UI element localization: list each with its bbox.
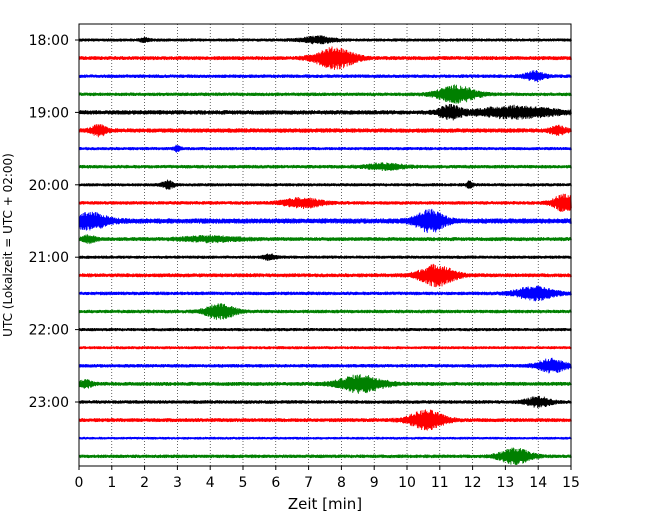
y-axis-ticks: 18:00 19:00 20:00 21:00 22:00 23:00 bbox=[29, 33, 79, 411]
x-tick-label: 11 bbox=[431, 475, 449, 491]
x-tick-label: 0 bbox=[75, 475, 84, 491]
x-tick-label: 5 bbox=[239, 475, 248, 491]
trace-2300 bbox=[78, 395, 572, 408]
x-tick-label: 4 bbox=[206, 475, 215, 491]
y-axis-label: UTC (Lokalzeit = UTC + 02:00) bbox=[1, 153, 15, 337]
trace-1815 bbox=[78, 46, 572, 70]
trace-2230 bbox=[78, 357, 572, 374]
trace-2015 bbox=[78, 193, 572, 212]
trace-1800 bbox=[78, 35, 572, 45]
trace-2345 bbox=[78, 447, 572, 465]
trace-1930 bbox=[78, 144, 572, 153]
trace-2000 bbox=[78, 179, 572, 190]
trace-1900 bbox=[78, 103, 572, 121]
trace-1845 bbox=[78, 84, 572, 104]
trace-2330 bbox=[78, 436, 572, 440]
y-tick-label: 22:00 bbox=[29, 323, 69, 339]
y-tick-label: 19:00 bbox=[29, 105, 69, 121]
x-tick-label: 12 bbox=[464, 475, 482, 491]
x-tick-label: 9 bbox=[370, 475, 379, 491]
trace-2200 bbox=[78, 327, 572, 332]
x-tick-label: 14 bbox=[529, 475, 547, 491]
y-tick-label: 18:00 bbox=[29, 33, 69, 49]
trace-2145 bbox=[78, 303, 572, 320]
trace-2045 bbox=[78, 234, 572, 245]
x-tick-label: 2 bbox=[140, 475, 149, 491]
x-axis-ticks: 0 1 2 3 4 5 6 7 8 9 10 11 12 13 14 15 bbox=[75, 466, 580, 491]
trace-2030 bbox=[78, 208, 572, 233]
y-tick-label: 21:00 bbox=[29, 250, 69, 266]
trace-2245 bbox=[78, 374, 572, 394]
x-tick-label: 15 bbox=[562, 475, 580, 491]
trace-2100 bbox=[78, 253, 572, 261]
trace-2115 bbox=[78, 263, 572, 288]
trace-1945 bbox=[78, 162, 572, 172]
y-tick-label: 23:00 bbox=[29, 395, 69, 411]
x-tick-label: 8 bbox=[337, 475, 346, 491]
trace-1830 bbox=[78, 70, 572, 83]
y-tick-label: 20:00 bbox=[29, 178, 69, 194]
x-tick-label: 3 bbox=[173, 475, 182, 491]
seismic-traces bbox=[78, 35, 572, 465]
x-tick-label: 1 bbox=[107, 475, 116, 491]
x-tick-label: 7 bbox=[304, 475, 313, 491]
x-tick-label: 6 bbox=[271, 475, 280, 491]
x-tick-label: 10 bbox=[398, 475, 416, 491]
x-axis-label: Zeit [min] bbox=[288, 495, 362, 513]
trace-2315 bbox=[78, 409, 572, 431]
trace-2130 bbox=[78, 285, 572, 302]
plot-frame bbox=[78, 23, 572, 467]
trace-1915 bbox=[78, 124, 572, 138]
x-tick-label: 13 bbox=[496, 475, 514, 491]
trace-2215 bbox=[78, 346, 572, 350]
